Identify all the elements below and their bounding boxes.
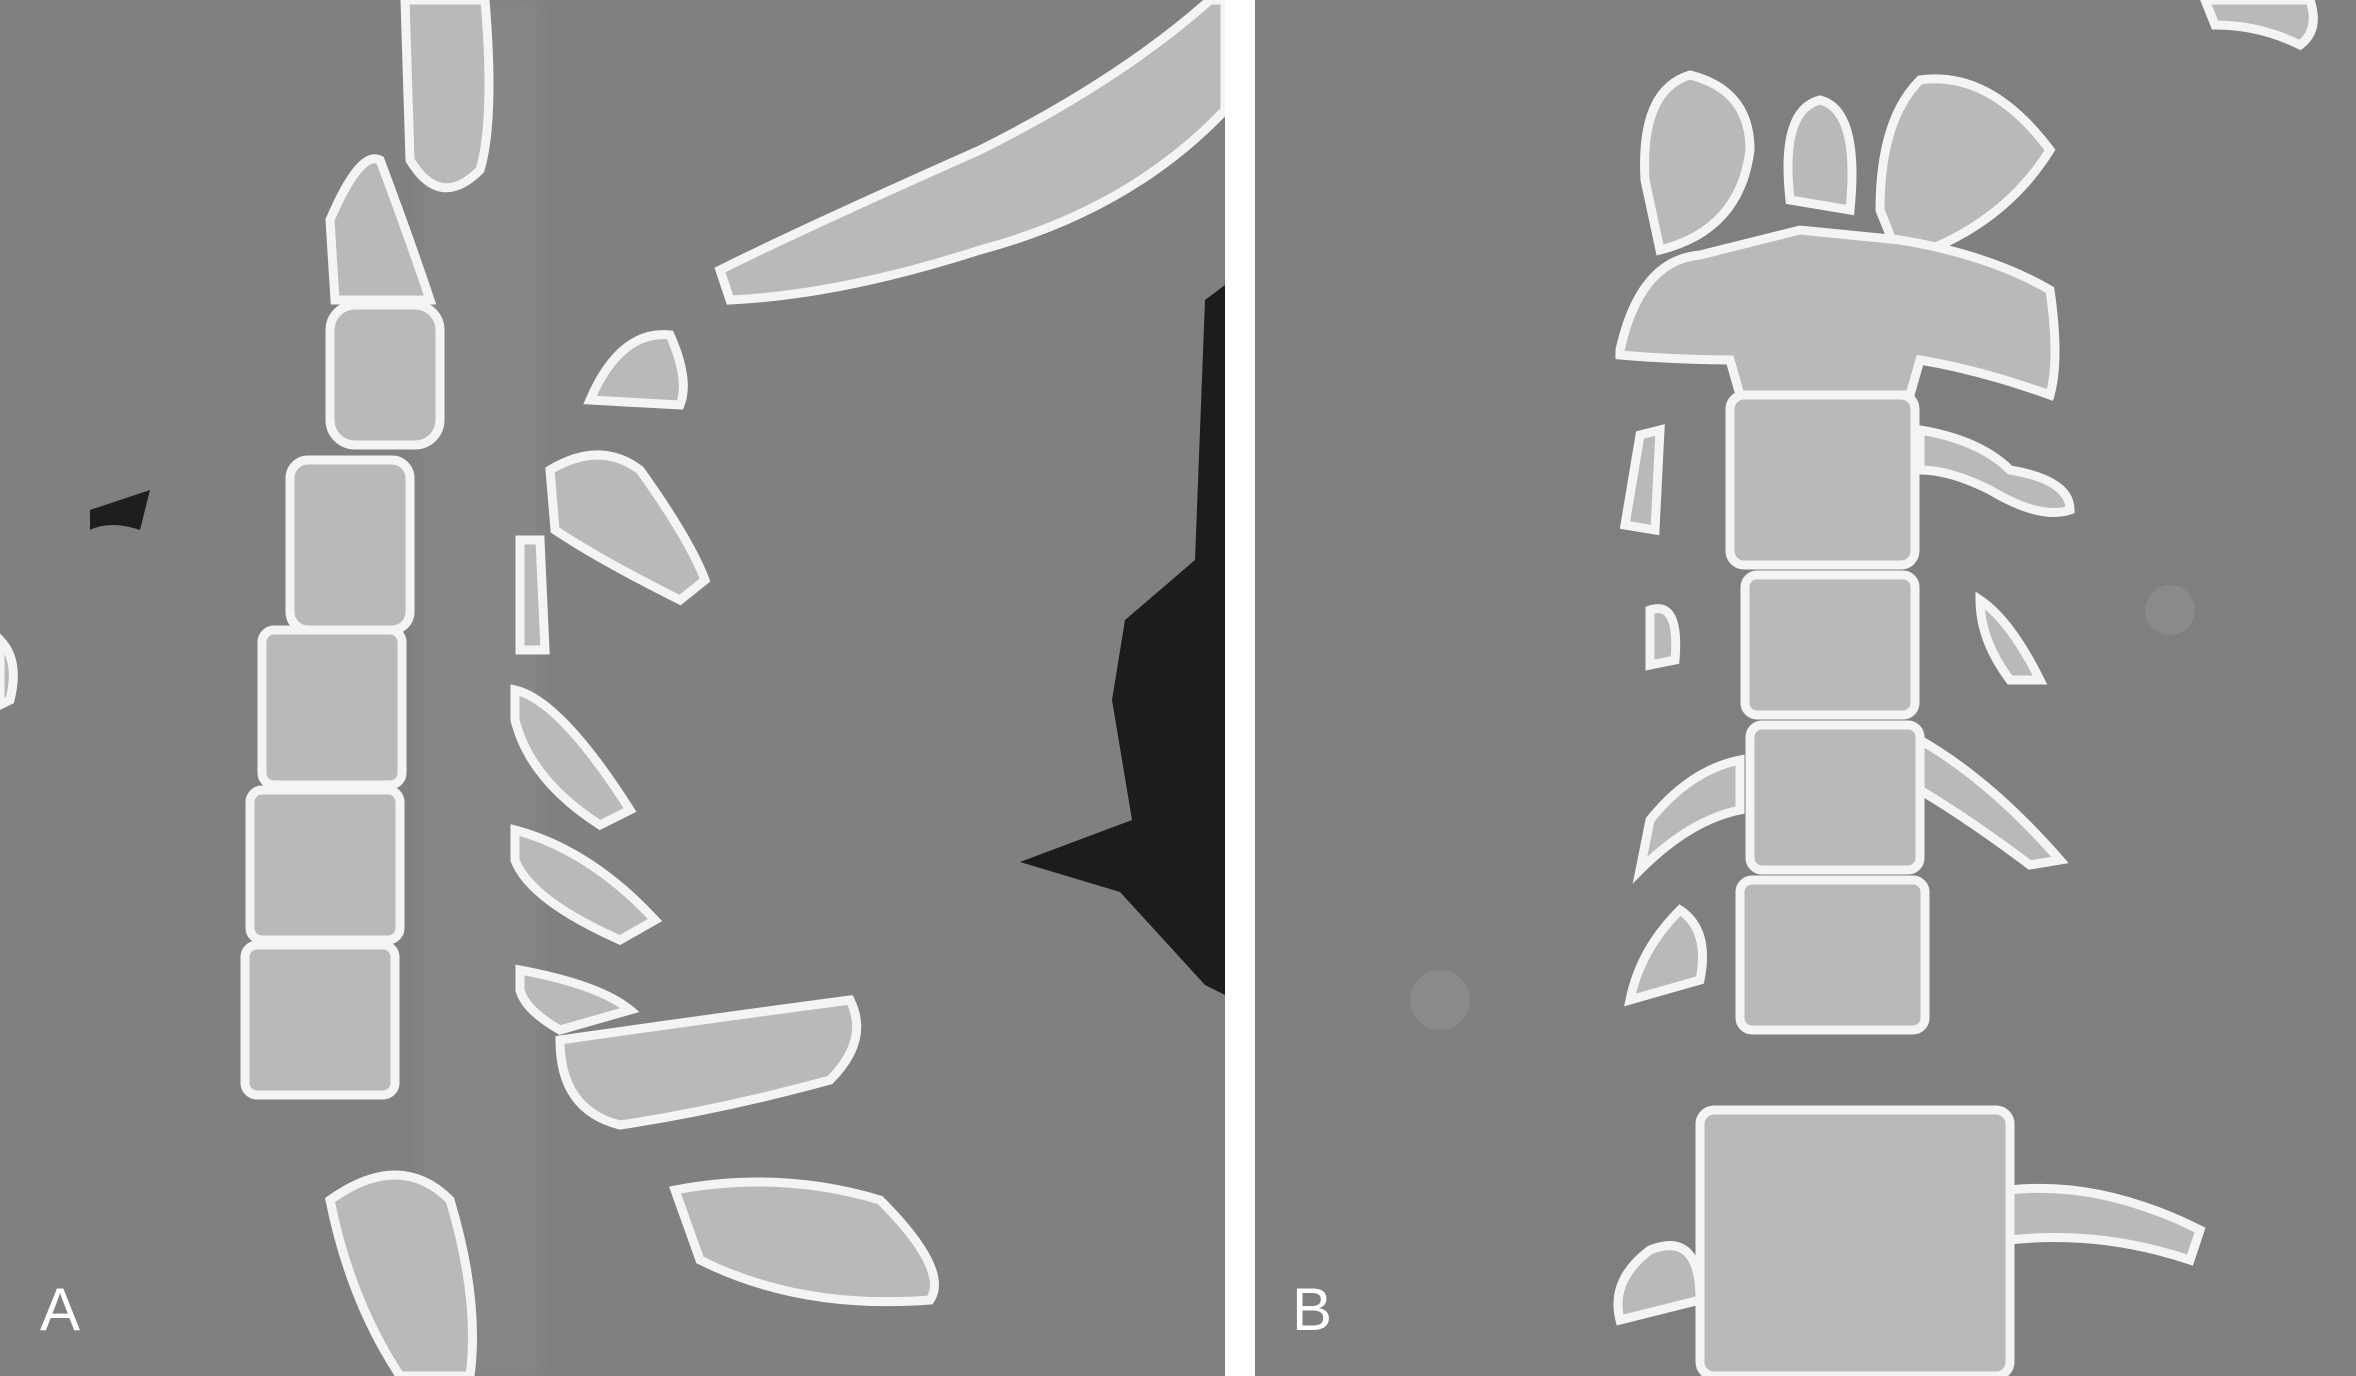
skull-fragment xyxy=(2200,0,2318,51)
c3-body xyxy=(257,625,407,790)
right-condyle xyxy=(1875,74,2056,266)
left-condyle xyxy=(1640,70,1755,256)
air-pocket xyxy=(90,490,150,530)
t1-body xyxy=(325,1170,477,1376)
facet-l2 xyxy=(1645,604,1681,671)
c4-body xyxy=(245,785,405,945)
c2-lower xyxy=(285,455,415,635)
c2-spinous xyxy=(545,450,711,606)
air-region xyxy=(1020,285,1225,995)
dens xyxy=(325,154,437,305)
c2-body xyxy=(325,300,445,450)
panel-b xyxy=(1255,0,2356,1376)
c2-body xyxy=(1725,390,1920,570)
lamina-3 xyxy=(510,824,663,946)
facet-l1 xyxy=(1619,424,1665,536)
c3-body xyxy=(1740,570,1920,720)
lamina-1 xyxy=(515,535,550,655)
transverse-1 xyxy=(1915,424,2075,517)
panel-a xyxy=(0,0,1225,1376)
c5-body xyxy=(240,940,400,1100)
c2-lateral xyxy=(1615,225,2060,401)
transverse-r3 xyxy=(1915,732,2069,870)
rib-r xyxy=(2005,1183,2206,1266)
rib-l xyxy=(1613,1241,1705,1326)
c6-spinous xyxy=(555,995,862,1130)
mandible-edge xyxy=(0,633,18,711)
transverse-l3 xyxy=(1632,754,1745,884)
lymph-node xyxy=(2145,585,2195,635)
occiput xyxy=(400,0,494,193)
facet-r2 xyxy=(1975,591,2048,685)
lamina-4 xyxy=(515,964,640,1035)
lymph-node xyxy=(1410,970,1470,1030)
skull-base xyxy=(714,0,1225,305)
facet-l4 xyxy=(1624,904,1707,1007)
dens xyxy=(1783,95,1857,216)
panel-label: B xyxy=(1292,1276,1332,1343)
c7-body xyxy=(1695,1105,2015,1376)
lamina-2 xyxy=(510,684,637,831)
panel-label: A xyxy=(40,1276,80,1343)
c5-body xyxy=(1735,875,1930,1035)
c7-spinous xyxy=(668,1177,939,1307)
c4-body xyxy=(1745,720,1925,875)
atlas-arch xyxy=(583,330,688,410)
